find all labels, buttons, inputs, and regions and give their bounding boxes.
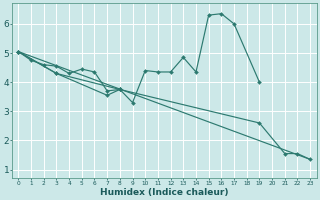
X-axis label: Humidex (Indice chaleur): Humidex (Indice chaleur) xyxy=(100,188,228,197)
